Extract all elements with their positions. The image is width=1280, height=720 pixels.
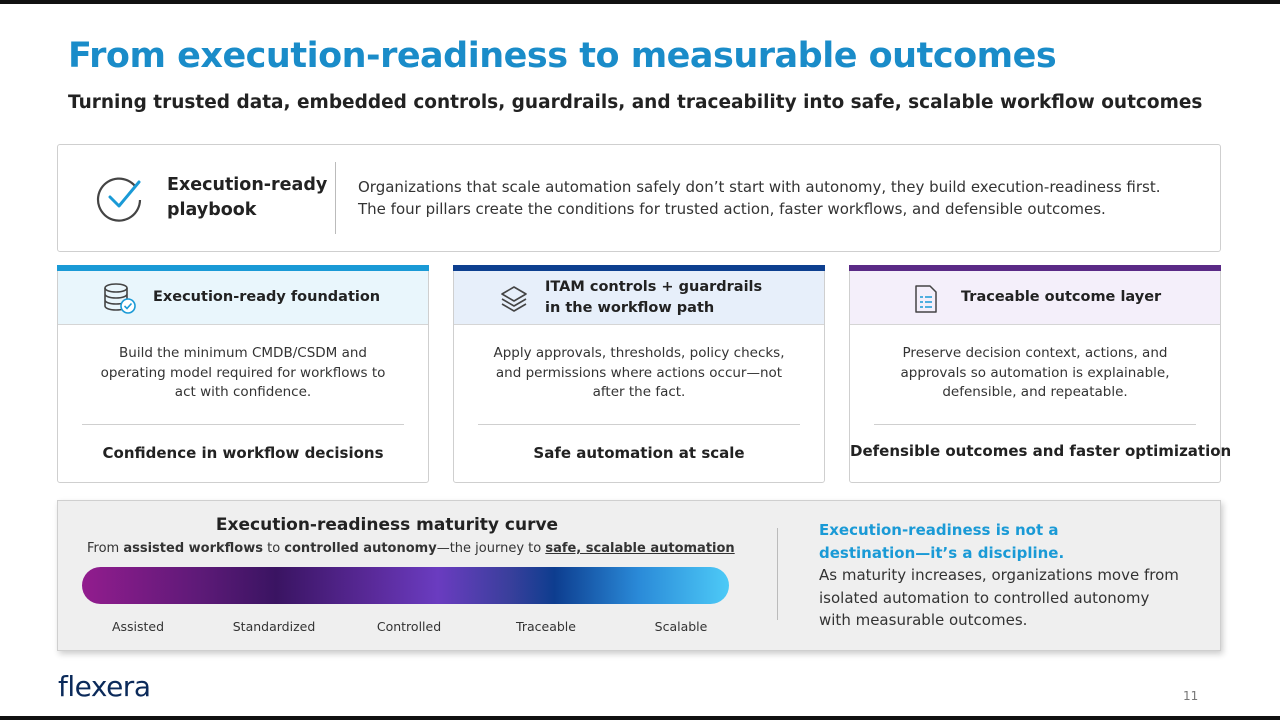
layers-icon [501,286,527,312]
divider [335,162,336,234]
document-icon [915,285,937,313]
card-description: Apply approvals, thresholds, policy chec… [493,345,785,400]
subtitle-part: —the journey to [436,541,546,556]
divider [777,528,778,620]
pillar-card: Traceable outcome layer Preserve decisio… [849,265,1232,483]
text-line: As maturity increases, organizations mov… [819,566,1179,584]
stage-label: Traceable [516,619,576,634]
logo: flexera [58,670,151,703]
card-header: Execution-ready foundation [58,271,428,325]
card-title: ITAM controls + guardrails in the workfl… [545,278,763,316]
card-rule [874,424,1196,425]
card-header: ITAM controls + guardrails in the workfl… [454,271,824,325]
card-rule [82,424,404,425]
database-icon [104,283,136,314]
callout-text: As maturity increases, organizations mov… [819,564,1179,632]
page-number: 11 [1183,689,1199,703]
text-line: Organizations that scale automation safe… [358,178,1161,196]
stage-label: Scalable [654,619,708,634]
playbook-label: Execution-ready playbook [167,173,327,223]
label-line: Execution-ready [167,175,328,195]
stage-label: Assisted [111,619,165,634]
playbook-text: Organizations that scale automation safe… [358,176,1161,220]
card-header: Traceable outcome layer [850,271,1220,325]
text-line: with measurable outcomes. [819,611,1028,629]
card-outcome: Confidence in workflow decisions [102,444,384,462]
heading-line: Execution-readiness is not a [819,521,1059,539]
card-outcome: Safe automation at scale [533,444,745,462]
bottom-border [0,716,1280,720]
subtitle-part: to [262,541,285,556]
pillar-card: ITAM controls + guardrails in the workfl… [453,265,825,483]
top-border [0,0,1280,4]
slide-subtitle: Turning trusted data, embedded controls,… [68,92,1203,113]
subtitle-part: assisted workflows [123,541,263,556]
check-icon [96,177,142,222]
card-description: Build the minimum CMDB/CSDM and operatin… [100,345,386,400]
card-title: Traceable outcome layer [961,289,1162,305]
stage-label: Controlled [376,619,442,634]
text-line: isolated automation to controlled autono… [819,588,1150,607]
subtitle-part: From [87,541,124,556]
card-bar [57,265,429,271]
card-description: Preserve decision context, actions, and … [900,345,1170,400]
label-line: playbook [167,200,257,220]
subtitle-part: safe, scalable automation [545,541,735,556]
pillar-card: Execution-ready foundation Build the min… [57,265,429,483]
maturity-gradient [82,567,729,604]
maturity-subtitle: From assisted workflows to controlled au… [87,541,735,556]
maturity-title: Execution-readiness maturity curve [215,515,559,535]
slide-title: From execution-readiness to measurable o… [68,36,1057,76]
text-line: The four pillars create the conditions f… [358,200,1106,218]
card-rule [478,424,800,425]
heading-line: destination—it’s a discipline. [819,543,1065,562]
subtitle-part: controlled autonomy [284,541,437,556]
callout-heading: Execution-readiness is not a destination… [819,519,1064,564]
card-outcome: Defensible outcomes and faster optimizat… [850,442,1232,460]
card-bar [849,265,1221,271]
card-title: Execution-ready foundation [153,289,381,305]
stage-label: Standardized [232,619,316,634]
card-bar [453,265,825,271]
playbook-box [57,144,1221,252]
